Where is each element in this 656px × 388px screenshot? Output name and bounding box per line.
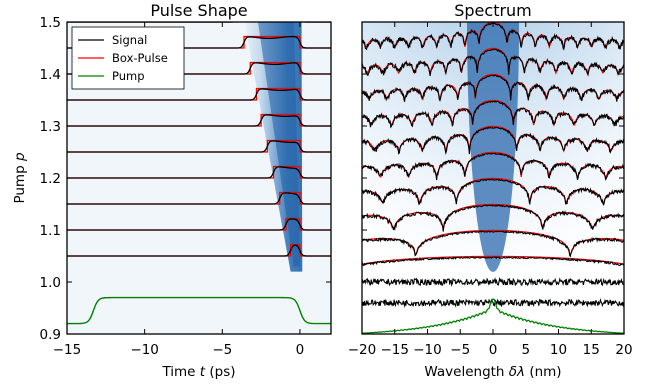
signal-line: [67, 192, 331, 205]
y-tick-label: 1.3: [40, 119, 61, 135]
x-tick-label: −5: [212, 342, 232, 358]
legend-label-pump: Pump: [112, 69, 145, 83]
x-tick-label: 15: [583, 342, 600, 358]
spectrum-signal-line: [362, 74, 624, 102]
signal-line: [67, 114, 331, 127]
signal-line: [67, 218, 331, 231]
x-tick-label: −5: [450, 342, 470, 358]
y-tick-label: 0.9: [40, 327, 61, 343]
spectrum-signal-line: [362, 100, 624, 129]
pulse-shape-panel: −15 −10 −5 0 0.9 1.0 1.1 1.2 1.3 1.4 1.5 Pulse Sha…: [12, 1, 332, 380]
y-tick-label: 1.5: [40, 15, 61, 31]
legend-label-signal: Signal: [112, 33, 147, 47]
spectrum-axis-ticks: −20 −15 −10 −5 0 5 10 15 20: [348, 21, 633, 358]
x-tick-label: 20: [615, 342, 632, 358]
x-tick-label: −15: [53, 342, 82, 358]
pump-line: [67, 296, 331, 325]
legend: Signal Box-Pulse Pump: [71, 26, 185, 90]
signal-line: [67, 88, 331, 101]
spectrum-signal-line: [362, 48, 624, 77]
spectrum-noise-line: [362, 297, 624, 308]
pulse-y-axis-label: Pump p: [12, 152, 28, 203]
x-tick-label: 0: [489, 342, 498, 358]
spectrum-pump-line: [362, 298, 624, 334]
x-tick-label: 0: [296, 342, 305, 358]
spectrum-core: [467, 22, 519, 272]
x-tick-label: 5: [521, 342, 530, 358]
pulse-band-core: [257, 22, 300, 267]
spectrum-chart-title: Spectrum: [454, 1, 532, 20]
pulse-chart-title: Pulse Shape: [150, 1, 247, 20]
y-tick-label: 1.4: [40, 67, 61, 83]
spectrum-x-axis-label: Wavelength δλ (nm): [424, 364, 561, 380]
signal-line: [67, 140, 331, 153]
spectrum-heatmap: [362, 22, 624, 322]
y-tick-label: 1.0: [40, 275, 61, 291]
signal-line: [67, 244, 331, 257]
y-tick-label: 1.1: [40, 223, 61, 239]
spectrum-signal-line: [362, 230, 624, 258]
pulse-axis-ticks: −15 −10 −5 0 0.9 1.0 1.1 1.2 1.3 1.4 1.5: [40, 15, 331, 358]
spectrum-signal-line: [362, 152, 624, 181]
pulse-x-axis-label: Time t (ps): [161, 364, 235, 380]
x-tick-label: −20: [348, 342, 377, 358]
signal-line: [67, 166, 331, 179]
x-tick-label: 10: [550, 342, 567, 358]
pulse-heatmap: [244, 22, 303, 272]
spectrum-signal-line: [362, 256, 624, 267]
spectrum-signal-line: [362, 178, 624, 206]
spectrum-box-pulse-line: [362, 255, 624, 265]
legend-label-box-pulse: Box-Pulse: [112, 51, 168, 65]
spectrum-signal-line: [362, 204, 624, 232]
x-tick-label: −15: [381, 342, 410, 358]
spectrum-panel: −20 −15 −10 −5 0 5 10 15 20 Spectrum Wavelength …: [348, 1, 633, 380]
spectrum-signal-line: [362, 126, 624, 156]
x-tick-label: −10: [130, 342, 159, 358]
y-tick-label: 1.2: [40, 171, 61, 187]
spectrum-noise-line: [362, 276, 624, 287]
x-tick-label: −10: [413, 342, 442, 358]
